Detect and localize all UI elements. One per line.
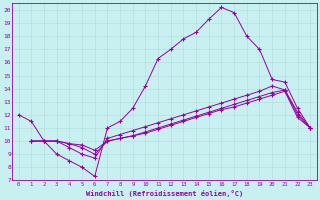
X-axis label: Windchill (Refroidissement éolien,°C): Windchill (Refroidissement éolien,°C) — [86, 190, 243, 197]
